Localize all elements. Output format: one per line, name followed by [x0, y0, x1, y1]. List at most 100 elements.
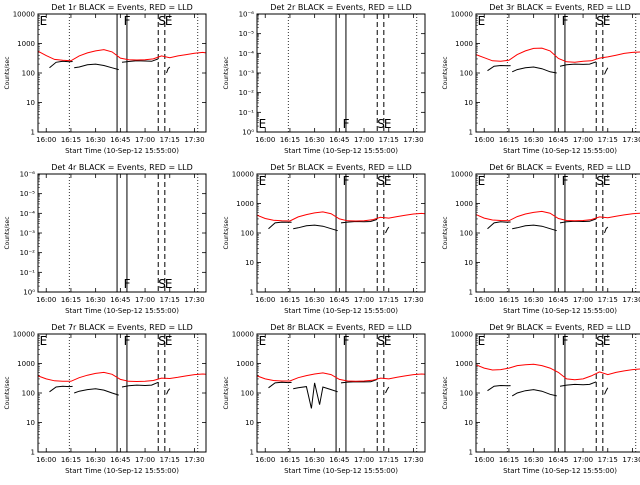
marker-label: E: [478, 14, 486, 28]
x-tick-label: 16:30: [86, 456, 106, 464]
events-series-line: [487, 384, 511, 392]
y-axis-title: Counts/sec: [4, 56, 11, 89]
x-tick-label: 17:15: [598, 296, 618, 304]
events-series-line: [166, 388, 171, 395]
x-tick-label: 16:30: [524, 456, 544, 464]
marker-label: S: [596, 14, 604, 28]
events-series-line: [340, 378, 378, 384]
x-tick-label: 16:00: [36, 456, 56, 464]
x-tick-label: 17:15: [160, 296, 180, 304]
x-tick-label: 16:45: [110, 136, 130, 144]
events-series-line: [293, 224, 338, 232]
marker-label: S: [596, 174, 604, 188]
x-tick-label: 16:15: [280, 136, 300, 144]
x-tick-label: 17:00: [354, 136, 374, 144]
events-series-line: [74, 63, 119, 71]
marker-label: S: [158, 334, 166, 348]
marker-label: E: [384, 334, 392, 348]
x-tick-label: 17:30: [622, 456, 640, 464]
x-tick-label: 17:15: [598, 456, 618, 464]
marker-label: E: [165, 277, 173, 291]
marker-label: E: [603, 174, 611, 188]
y-tick-label: 10: [26, 99, 35, 107]
plot-frame: [37, 13, 207, 133]
panel-title: Det 5r BLACK = Events, RED = LLD: [270, 163, 412, 172]
x-tick-label: 17:00: [135, 456, 155, 464]
y-tick-label: 1: [469, 449, 473, 457]
marker-label: E: [165, 334, 173, 348]
plot-frame: [256, 173, 426, 293]
x-tick-label: 16:00: [474, 296, 494, 304]
y-tick-label: 10⁻²: [239, 89, 255, 97]
events-series-line: [74, 388, 119, 396]
events-series-line: [49, 60, 73, 69]
y-axis-title: Counts/sec: [442, 56, 449, 89]
y-tick-label: 1000: [236, 200, 254, 208]
y-tick-label: 10: [245, 259, 254, 267]
plot-frame: [475, 173, 640, 293]
events-series-line: [511, 66, 557, 74]
y-tick-label: 10000: [13, 11, 35, 19]
events-series-line: [604, 226, 609, 234]
x-tick-label: 17:00: [354, 296, 374, 304]
events-series-line: [487, 64, 511, 72]
marker-label: S: [377, 174, 385, 188]
marker-label: E: [259, 174, 267, 188]
marker-label: F: [562, 174, 569, 188]
panel-title: Det 9r BLACK = Events, RED = LLD: [489, 323, 631, 332]
x-tick-label: 16:00: [36, 136, 56, 144]
events-series-line: [166, 66, 171, 74]
x-tick-label: 16:30: [86, 296, 106, 304]
events-series-line: [268, 381, 292, 389]
y-tick-label: 10⁻⁶: [20, 171, 36, 179]
y-tick-label: 10⁻²: [20, 249, 36, 257]
x-tick-label: 17:15: [379, 296, 399, 304]
marker-label: S: [596, 334, 604, 348]
x-tick-label: 16:15: [499, 296, 519, 304]
y-tick-label: 10⁰: [242, 129, 254, 137]
x-tick-label: 17:00: [135, 136, 155, 144]
events-series-line: [49, 385, 73, 393]
x-tick-label: 17:00: [573, 296, 593, 304]
events-series-line: [385, 226, 390, 234]
x-tick-label: 17:30: [622, 136, 640, 144]
y-axis-title: Counts/sec: [223, 56, 230, 89]
x-axis-title: Start Time (10-Sep-12 15:55:00): [65, 307, 179, 315]
x-tick-label: 17:30: [403, 296, 423, 304]
x-tick-label: 17:30: [184, 296, 204, 304]
x-axis-title: Start Time (10-Sep-12 15:55:00): [503, 467, 617, 475]
y-tick-label: 1000: [17, 40, 35, 48]
y-tick-label: 100: [460, 230, 473, 238]
marker-label: E: [384, 117, 392, 131]
x-tick-label: 16:00: [36, 296, 56, 304]
panel-title: Det 1r BLACK = Events, RED = LLD: [51, 3, 193, 12]
lld-series-line: [475, 210, 640, 222]
marker-label: E: [478, 334, 486, 348]
y-tick-label: 10: [26, 419, 35, 427]
x-tick-label: 16:00: [255, 456, 275, 464]
y-tick-label: 1: [250, 289, 254, 297]
x-tick-label: 16:30: [305, 296, 325, 304]
x-tick-label: 16:30: [305, 456, 325, 464]
y-tick-label: 100: [241, 390, 254, 398]
events-series-line: [385, 386, 390, 394]
x-axis-title: Start Time (10-Sep-12 15:55:00): [284, 307, 398, 315]
x-tick-label: 16:15: [499, 136, 519, 144]
x-tick-label: 16:00: [255, 136, 275, 144]
x-tick-label: 17:30: [622, 296, 640, 304]
events-series-line: [512, 224, 557, 232]
x-axis-title: Start Time (10-Sep-12 15:55:00): [284, 467, 398, 475]
marker-label: E: [259, 334, 267, 348]
y-tick-label: 10: [464, 419, 473, 427]
events-series-line: [121, 58, 159, 63]
y-tick-label: 10⁻³: [239, 70, 255, 78]
panel-title: Det 4r BLACK = Events, RED = LLD: [51, 163, 193, 172]
x-axis-title: Start Time (10-Sep-12 15:55:00): [65, 467, 179, 475]
x-tick-label: 17:30: [184, 456, 204, 464]
x-tick-label: 17:00: [573, 136, 593, 144]
y-tick-label: 10⁰: [23, 289, 35, 297]
y-tick-label: 100: [22, 70, 35, 78]
marker-label: F: [343, 174, 350, 188]
x-tick-label: 17:00: [354, 456, 374, 464]
